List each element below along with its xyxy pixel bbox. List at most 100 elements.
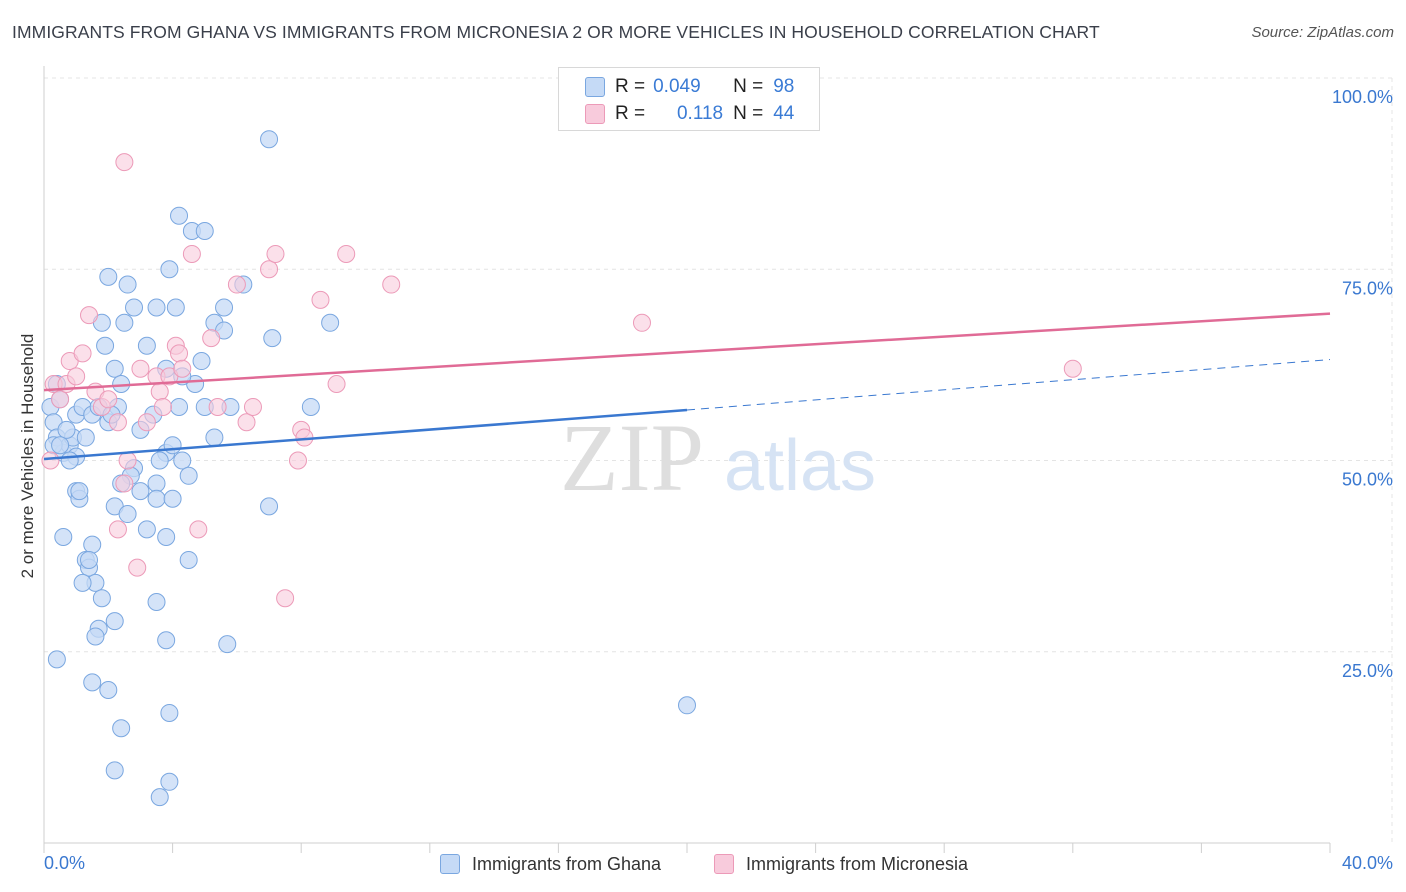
micronesia-point (276, 589, 295, 608)
source-label: Source: ZipAtlas.com (1251, 24, 1394, 41)
series-label-micronesia: Immigrants from Micronesia (746, 853, 969, 874)
ghana-point (118, 505, 137, 524)
ghana-point (301, 397, 320, 416)
ghana-point (47, 650, 66, 669)
x-tick-label-max: 40.0% (1342, 853, 1393, 873)
micronesia-point (73, 344, 92, 363)
watermark-zip: ZIP (560, 404, 704, 511)
ghana-point (163, 489, 182, 508)
ghana-point (260, 497, 279, 516)
micronesia-point (115, 474, 134, 493)
legend-r-label: R = (615, 103, 646, 124)
legend-r-value: 0.118 (676, 103, 724, 124)
micronesia-point (153, 397, 172, 416)
ghana-point (60, 451, 79, 470)
trend-lines (43, 312, 1331, 461)
micronesia-point (243, 397, 262, 416)
micronesia-point (237, 413, 256, 432)
micronesia-point (128, 558, 147, 577)
ghana-point (150, 451, 169, 470)
micronesia-point (170, 344, 189, 363)
legend-r-value: 0.049 (653, 76, 701, 97)
micronesia-point (382, 275, 401, 294)
ghana-point (147, 593, 166, 612)
ghana-point (115, 313, 134, 332)
watermark: ZIP atlas (560, 404, 876, 511)
micronesia-point (41, 451, 60, 470)
legend-swatch-ghana (585, 77, 605, 97)
ghana-point (54, 528, 73, 546)
ghana-point (260, 130, 279, 149)
ghana-point (160, 772, 179, 791)
ghana-point (73, 573, 92, 592)
ghana-point (131, 482, 150, 501)
micronesia-point (131, 359, 150, 378)
micronesia-point (108, 413, 127, 432)
series-label-ghana: Immigrants from Ghana (472, 853, 662, 874)
ghana-point (179, 466, 198, 485)
micronesia-point (288, 451, 307, 470)
micronesia-points (41, 153, 1082, 608)
ghana-point (147, 474, 166, 493)
ghana-point (99, 267, 118, 286)
ghana-point (179, 550, 198, 569)
ghana-point (137, 520, 156, 539)
y-tick-label: 75.0% (1342, 278, 1393, 298)
ghana-point (125, 298, 144, 317)
ghana-point (86, 627, 105, 646)
legend-swatch-micronesia (585, 104, 605, 124)
micronesia-point (327, 375, 346, 393)
ghana-point (321, 313, 340, 332)
ghana-point (83, 673, 102, 692)
ghana-point (157, 631, 176, 650)
ghana-point (170, 206, 189, 225)
ghana-point (51, 436, 70, 455)
series-legend-ghana[interactable]: Immigrants from Ghana (440, 852, 661, 876)
ghana-trend-extension (686, 359, 1331, 411)
micronesia-trend-line (43, 312, 1331, 392)
ghana-point (118, 275, 137, 294)
ghana-point (80, 550, 99, 569)
series-swatch-ghana (440, 854, 460, 874)
ghana-point (160, 703, 179, 722)
legend-n-value: 98 (773, 76, 795, 97)
ghana-point (70, 482, 89, 501)
micronesia-point (227, 275, 246, 294)
ghana-point (160, 260, 179, 279)
micronesia-point (137, 413, 156, 432)
ghana-point (170, 397, 189, 416)
x-tick-label-min: 0.0% (44, 853, 85, 873)
micronesia-point (1063, 359, 1082, 378)
ghana-point (215, 298, 234, 317)
ghana-point (195, 222, 214, 240)
ghana-point (157, 528, 176, 546)
chart-title: IMMIGRANTS FROM GHANA VS IMMIGRANTS FROM… (12, 22, 1100, 42)
ghana-point (147, 298, 166, 317)
ghana-point (92, 589, 111, 608)
ghana-point (218, 635, 237, 654)
micronesia-point (311, 290, 330, 309)
micronesia-point (260, 260, 279, 279)
watermark-atlas: atlas (724, 426, 876, 506)
micronesia-point (99, 390, 118, 409)
ghana-point (150, 788, 169, 807)
y-tick-label: 100.0% (1332, 87, 1393, 107)
ghana-point (678, 696, 696, 715)
micronesia-point (182, 244, 201, 263)
ghana-point (205, 428, 224, 447)
micronesia-point (266, 244, 285, 263)
legend-n-label: N = (733, 76, 764, 97)
micronesia-point (189, 520, 208, 539)
micronesia-point (337, 244, 356, 263)
series-swatch-micronesia (714, 854, 734, 874)
ghana-point (57, 420, 76, 439)
ghana-point (83, 535, 102, 554)
micronesia-point (51, 390, 70, 409)
y-axis-label: 2 or more Vehicles in Household (18, 333, 37, 579)
ghana-point (96, 336, 115, 355)
series-legend-micronesia[interactable]: Immigrants from Micronesia (714, 852, 968, 876)
micronesia-point (632, 313, 651, 332)
ghana-point (105, 359, 124, 378)
y-tick-label: 25.0% (1342, 661, 1393, 681)
ghana-point (147, 489, 166, 508)
